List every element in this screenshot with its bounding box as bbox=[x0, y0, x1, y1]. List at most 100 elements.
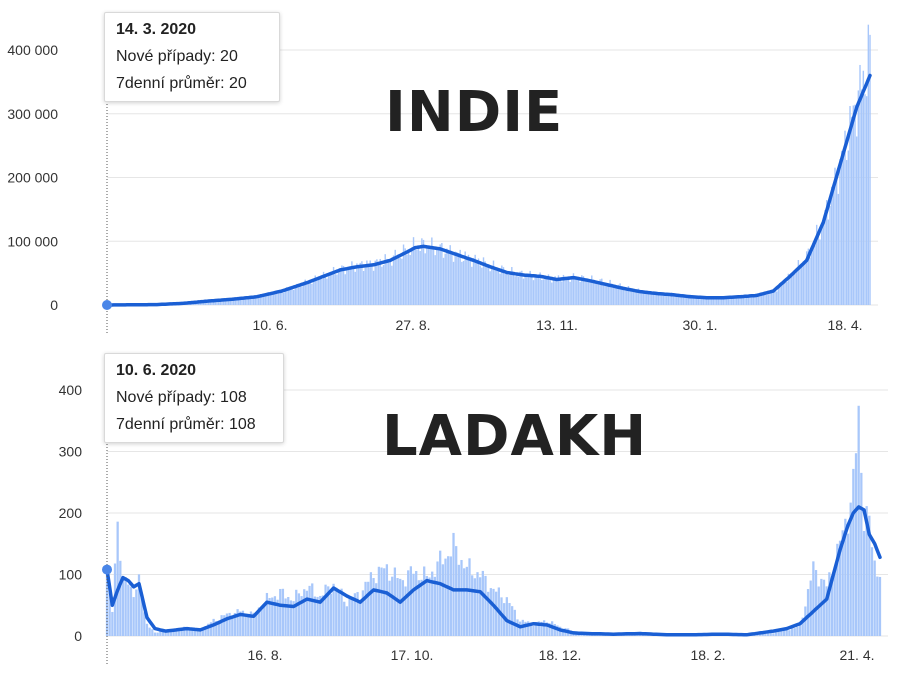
bar bbox=[292, 289, 295, 305]
bar bbox=[864, 94, 866, 306]
bar bbox=[272, 293, 275, 305]
bar bbox=[761, 633, 764, 636]
bar bbox=[353, 593, 357, 636]
bar bbox=[412, 573, 415, 636]
bar bbox=[444, 253, 446, 305]
bar bbox=[401, 258, 403, 305]
bar bbox=[562, 274, 565, 305]
bar bbox=[614, 284, 616, 305]
bar bbox=[196, 628, 199, 636]
bar bbox=[216, 299, 218, 305]
bar bbox=[676, 294, 678, 305]
bar bbox=[251, 297, 253, 305]
bar bbox=[214, 300, 216, 305]
bar bbox=[789, 274, 791, 305]
bar bbox=[804, 262, 806, 305]
bar bbox=[564, 276, 566, 305]
bar bbox=[529, 623, 532, 636]
bar bbox=[247, 616, 250, 636]
bar bbox=[148, 627, 151, 636]
bar bbox=[339, 271, 341, 305]
bar bbox=[579, 281, 581, 305]
bar bbox=[577, 279, 580, 305]
bar bbox=[307, 283, 310, 305]
bar bbox=[632, 289, 635, 305]
bar bbox=[477, 258, 480, 305]
bar bbox=[524, 621, 527, 636]
bar bbox=[484, 261, 486, 305]
bar bbox=[845, 160, 848, 305]
bar bbox=[830, 575, 834, 636]
bar bbox=[756, 295, 758, 305]
bar bbox=[309, 281, 311, 305]
bar bbox=[619, 283, 621, 305]
bar bbox=[701, 297, 703, 305]
bar bbox=[865, 96, 868, 305]
bar bbox=[616, 286, 618, 305]
bar bbox=[769, 291, 771, 305]
bar bbox=[699, 295, 701, 305]
bar bbox=[211, 300, 213, 305]
bar bbox=[364, 581, 367, 636]
x-tick-label: 21. 4. bbox=[839, 647, 874, 663]
tooltip-cases: Nové případy: 20 bbox=[116, 48, 238, 65]
bar bbox=[297, 286, 300, 305]
bar bbox=[361, 590, 365, 636]
bar bbox=[161, 630, 165, 636]
bar bbox=[407, 249, 410, 305]
y-tick-label: 0 bbox=[50, 297, 58, 313]
bar bbox=[108, 583, 111, 636]
bar bbox=[671, 292, 673, 305]
bar bbox=[793, 628, 796, 636]
bar bbox=[796, 626, 799, 636]
bar bbox=[649, 294, 651, 305]
bar bbox=[759, 294, 761, 305]
bar bbox=[659, 295, 661, 305]
bar bbox=[369, 260, 371, 305]
bar bbox=[321, 595, 325, 636]
bar bbox=[549, 276, 551, 305]
bar bbox=[825, 586, 828, 636]
bar bbox=[169, 630, 173, 636]
bar bbox=[761, 293, 763, 305]
bar bbox=[790, 276, 793, 305]
bar bbox=[361, 261, 363, 305]
bar bbox=[869, 34, 871, 305]
y-tick-label: 100 000 bbox=[7, 233, 58, 249]
bar bbox=[314, 275, 316, 305]
bar bbox=[449, 556, 452, 636]
tooltip-cases: Nové případy: 108 bbox=[116, 389, 247, 406]
bar bbox=[511, 267, 513, 305]
bar bbox=[847, 150, 850, 305]
average-line bbox=[105, 505, 882, 637]
bar bbox=[329, 593, 333, 636]
bar bbox=[557, 275, 560, 305]
bar bbox=[587, 282, 590, 305]
bar bbox=[852, 105, 855, 305]
bar bbox=[592, 280, 595, 305]
bar bbox=[504, 274, 506, 305]
bar bbox=[694, 296, 696, 305]
bar bbox=[721, 298, 723, 305]
bar bbox=[466, 256, 468, 305]
bar bbox=[180, 628, 183, 636]
bar bbox=[857, 90, 860, 305]
bar bbox=[241, 298, 243, 305]
bar bbox=[812, 244, 815, 305]
bar bbox=[346, 269, 348, 305]
bar bbox=[266, 294, 268, 305]
bar bbox=[491, 266, 493, 305]
bar bbox=[332, 266, 335, 305]
bar bbox=[832, 188, 835, 305]
bar bbox=[854, 104, 856, 305]
bar bbox=[771, 292, 773, 305]
bar bbox=[487, 264, 490, 305]
bar bbox=[188, 628, 191, 636]
bar bbox=[348, 598, 351, 636]
bar bbox=[522, 278, 525, 305]
bar bbox=[784, 282, 786, 305]
bar bbox=[327, 586, 330, 636]
bar bbox=[484, 575, 487, 636]
bar bbox=[777, 631, 780, 636]
bar bbox=[787, 273, 790, 305]
